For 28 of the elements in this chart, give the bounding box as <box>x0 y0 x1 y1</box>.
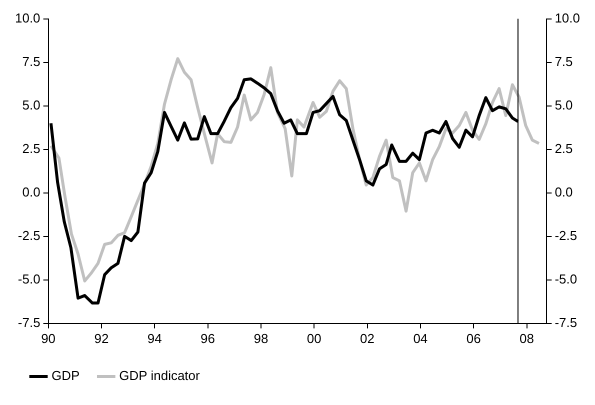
y2-tick-label: 10.0 <box>554 10 580 26</box>
x-tick-label: 06 <box>466 330 481 346</box>
y-tick-label: -7.5 <box>18 314 40 330</box>
y-tick-label: 0.0 <box>22 184 40 200</box>
y-tick-label: -5.0 <box>18 271 40 286</box>
y2-tick-label: -5.0 <box>554 271 578 286</box>
y2-tick-label: -2.5 <box>554 228 578 243</box>
x-tick-label: 08 <box>520 330 534 346</box>
y2-tick-label: 2.5 <box>554 140 573 156</box>
x-tick-label: 00 <box>306 330 322 346</box>
y2-tick-label: 7.5 <box>554 54 573 69</box>
y2-tick-label: -7.5 <box>554 314 578 330</box>
y2-tick-label: 5.0 <box>554 97 573 112</box>
y-tick-label: 2.5 <box>22 140 40 156</box>
x-tick-label: 96 <box>200 330 216 346</box>
x-tick-label: 92 <box>94 330 109 346</box>
x-tick-label: 90 <box>41 330 56 346</box>
x-tick-label: 04 <box>413 330 428 346</box>
y-tick-label: -2.5 <box>18 228 40 243</box>
y2-tick-label: 0.0 <box>554 184 573 200</box>
x-tick-label: 02 <box>360 330 375 346</box>
x-tick-label: 98 <box>254 330 268 346</box>
x-tick-label: 94 <box>147 330 162 346</box>
y-tick-label: 5.0 <box>22 97 40 112</box>
legend-label: GDP <box>52 368 80 384</box>
y-tick-label: 10.0 <box>14 10 40 26</box>
y-tick-label: 7.5 <box>22 54 40 69</box>
legend-label: GDP indicator <box>119 368 201 384</box>
